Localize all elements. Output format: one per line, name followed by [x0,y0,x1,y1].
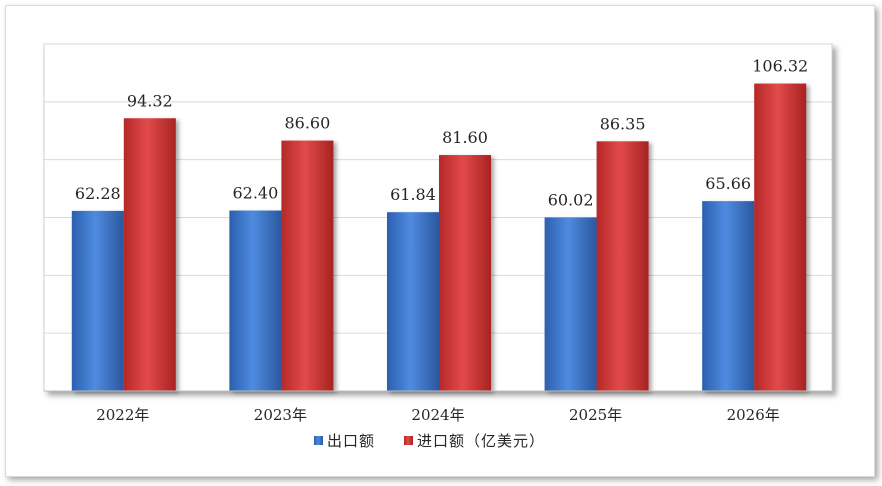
bar-export-2 [387,212,439,391]
legend-item-import: 进口额（亿美元） [404,432,545,450]
legend-item-export: 出口额 [314,432,375,450]
x-tick-label-2: 2024年 [411,406,464,424]
bar-import-4 [754,83,807,392]
bars [71,83,807,392]
x-tick-label-0: 2022年 [96,406,149,424]
bar-export-4 [702,201,755,391]
bar-export-0 [71,210,124,391]
bar-import-2 [439,155,491,391]
data-label-import-4: 106.32 [752,57,808,76]
data-label-import-2: 81.60 [442,128,488,147]
data-label-export-0: 62.28 [75,184,121,203]
x-tick-label-3: 2025年 [569,406,622,424]
bar-export-3 [544,217,597,391]
bar-import-1 [281,140,334,391]
legend-swatch-export [314,436,323,445]
legend-label-export: 出口额 [327,432,375,450]
legend-swatch-import [404,436,413,445]
data-label-export-4: 65.66 [705,174,751,193]
data-label-export-3: 60.02 [548,190,594,209]
x-tick-label-4: 2026年 [727,406,780,424]
data-label-import-1: 86.60 [284,114,330,133]
legend: 出口额 进口额（亿美元） [314,432,545,450]
x-tick-label-1: 2023年 [254,406,307,424]
bar-import-3 [596,141,649,391]
x-axis-tick-labels: 2022年 2023年 2024年 2025年 2026年 [96,406,780,424]
data-label-export-2: 61.84 [390,185,436,204]
data-label-import-3: 86.35 [600,114,646,133]
data-label-export-1: 62.40 [232,184,278,203]
bar-import-0 [123,118,176,392]
bar-export-1 [229,210,282,391]
data-labels: 62.28 94.32 62.40 86.60 61.84 81.60 60.02 86.35… [75,57,808,210]
legend-label-import: 进口额（亿美元） [417,432,545,450]
data-label-import-0: 94.32 [127,91,173,110]
